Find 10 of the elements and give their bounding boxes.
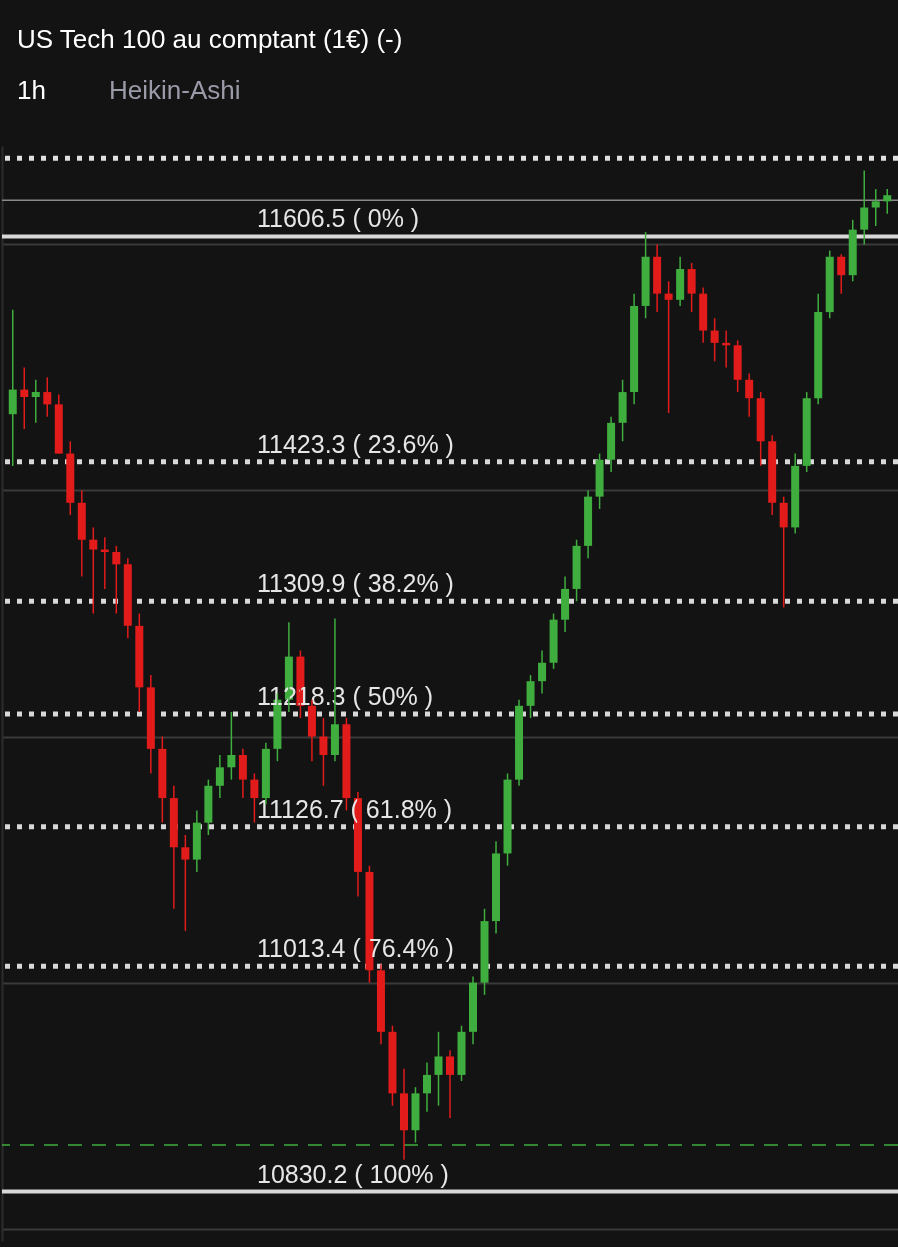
ref-line-label: 11423.3 ( 23.6% ) <box>257 429 454 458</box>
chart-title: US Tech 100 au comptant (1€) (-) <box>17 24 403 54</box>
candlestick <box>181 834 190 932</box>
chart-subtitle: Heikin-Ashi <box>109 75 241 105</box>
candlestick <box>434 1031 443 1107</box>
ref-line-label: 11606.5 ( 0% ) <box>257 204 420 233</box>
ref-line-label: 10830.2 ( 100% ) <box>257 1159 449 1188</box>
text: 1h <box>17 75 46 105</box>
ref-line-label: 11309.9 ( 38.2% ) <box>257 569 454 598</box>
candlestick <box>871 188 880 227</box>
